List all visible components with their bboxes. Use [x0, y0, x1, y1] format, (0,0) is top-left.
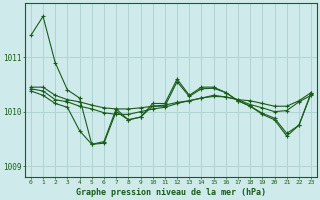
- X-axis label: Graphe pression niveau de la mer (hPa): Graphe pression niveau de la mer (hPa): [76, 188, 266, 197]
